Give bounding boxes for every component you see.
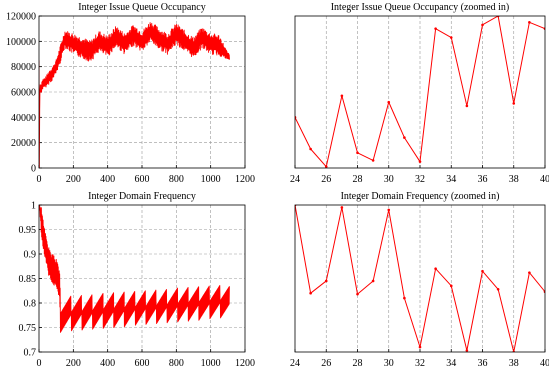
- data-point: [356, 151, 359, 155]
- y-tick-label: 80000: [11, 62, 36, 73]
- data-point: [403, 296, 406, 300]
- y-tick-label: 20000: [11, 138, 36, 149]
- series-line: [39, 22, 230, 168]
- plot-frame: [38, 204, 246, 353]
- plot-area: [39, 22, 230, 168]
- y-tick-label: 0.95: [19, 225, 37, 236]
- y-tick-label: 0.85: [19, 274, 37, 285]
- data-point: [481, 269, 484, 273]
- x-tick-label: 38: [509, 174, 519, 185]
- x-tick-label: 36: [478, 358, 488, 369]
- y-tick-label: 60000: [11, 88, 36, 99]
- y-tick-label: 0: [31, 164, 36, 175]
- plot-area: [295, 205, 545, 352]
- x-tick-label: 800: [169, 174, 184, 185]
- data-point: [528, 21, 531, 24]
- y-tick-label: 1: [31, 201, 36, 212]
- x-tick-label: 0: [37, 174, 42, 185]
- plot-area: [39, 205, 230, 333]
- data-point: [434, 27, 437, 30]
- x-tick-label: 30: [384, 358, 394, 369]
- x-tick-label: 32: [415, 174, 425, 185]
- chart-panel-3: Integer Domain Frequency 0 200 400 600 800 100…: [19, 191, 256, 369]
- x-tick-label: 26: [321, 174, 331, 185]
- data-point: [465, 104, 469, 108]
- y-tick-label: 100000: [6, 37, 36, 48]
- data-point: [449, 36, 453, 39]
- data-point: [481, 23, 484, 27]
- y-tick-label: 0.9: [24, 250, 37, 261]
- x-tick-label: 24: [290, 358, 300, 369]
- x-tick-label: 28: [353, 174, 363, 185]
- data-point: [418, 160, 422, 163]
- data-point: [356, 292, 359, 296]
- x-tick-label: 1000: [201, 174, 221, 185]
- data-point: [418, 345, 422, 349]
- x-tick-label: 1200: [235, 174, 255, 185]
- data-point: [324, 279, 328, 283]
- x-tick-label: 400: [100, 358, 115, 369]
- plot-frame: [294, 204, 546, 353]
- y-tick-label: 0.7: [24, 348, 37, 359]
- data-point: [434, 267, 437, 271]
- data-point: [340, 206, 344, 209]
- chart-title: Integer Issue Queue Occupancy (zoomed in…: [331, 2, 510, 13]
- x-tick-label: 32: [415, 358, 425, 369]
- data-point: [449, 284, 453, 288]
- x-tick-label: 800: [169, 358, 184, 369]
- x-tick-label: 0: [37, 358, 42, 369]
- x-tick-label: 38: [509, 358, 519, 369]
- data-point: [340, 94, 344, 98]
- series-line: [39, 205, 230, 333]
- data-point: [387, 100, 391, 104]
- x-tick-label: 40: [540, 358, 549, 369]
- y-tick-label: 40000: [11, 113, 36, 124]
- data-point: [324, 165, 328, 168]
- plot-frame: [294, 15, 546, 169]
- y-tick-label: 120000: [6, 12, 36, 23]
- data-point: [465, 349, 469, 352]
- data-point: [528, 271, 531, 274]
- chart-title: Integer Domain Frequency: [88, 191, 196, 202]
- y-tick-label: 0.8: [24, 299, 37, 310]
- data-point: [387, 208, 391, 212]
- x-tick-label: 600: [135, 174, 150, 185]
- x-tick-label: 24: [290, 174, 300, 185]
- chart-title: Integer Domain Frequency (zoomed in): [341, 191, 500, 202]
- data-point: [309, 291, 312, 295]
- x-tick-label: 34: [446, 358, 456, 369]
- y-tick-label: 0.75: [19, 323, 37, 334]
- chart-panel-1: Integer Issue Queue Occupancy 0 200 400 600 8…: [6, 2, 255, 185]
- x-tick-label: 1000: [201, 358, 221, 369]
- chart-title: Integer Issue Queue Occupancy: [78, 2, 205, 13]
- x-tick-label: 200: [66, 174, 81, 185]
- plot-frame: [38, 15, 246, 169]
- x-tick-label: 34: [446, 174, 456, 185]
- x-tick-label: 600: [135, 358, 150, 369]
- data-point: [403, 136, 406, 139]
- x-tick-label: 30: [384, 174, 394, 185]
- x-tick-label: 200: [66, 358, 81, 369]
- chart-panel-4: Integer Domain Frequency (zoomed in) 24 26…: [290, 191, 549, 369]
- x-tick-label: 1200: [235, 358, 255, 369]
- plot-area: [295, 16, 545, 168]
- data-point: [309, 147, 312, 151]
- data-point: [371, 279, 375, 283]
- chart-panel-2: Integer Issue Queue Occupancy (zoomed in…: [290, 2, 549, 185]
- data-point: [496, 287, 500, 291]
- x-tick-label: 28: [353, 358, 363, 369]
- x-tick-label: 26: [321, 358, 331, 369]
- data-point: [371, 159, 375, 162]
- x-tick-label: 400: [100, 174, 115, 185]
- x-tick-label: 40: [540, 174, 549, 185]
- data-point: [512, 102, 516, 105]
- x-tick-label: 36: [478, 174, 488, 185]
